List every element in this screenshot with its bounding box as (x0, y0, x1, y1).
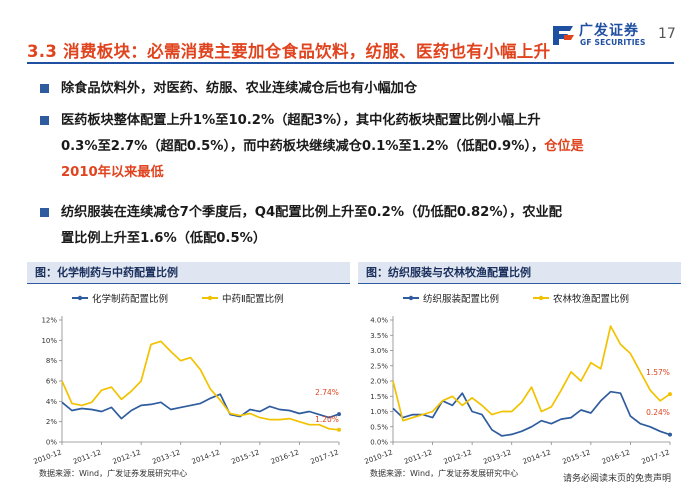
y-tick-label: 1.0% (370, 408, 388, 416)
logo-text: 广发证券 (579, 23, 639, 39)
x-tick-label: 2014-12 (522, 448, 552, 466)
bullet-text-line: 医药板块整体配置上升1%至10.2%（超配3%），其中化药板块配置比例小幅上升 (61, 113, 541, 128)
legend-label: 农林牧渔配置比例 (553, 293, 629, 305)
y-tick-label: 0.0% (370, 439, 388, 447)
x-tick-label: 2013-12 (482, 448, 512, 466)
bullet-food-beverage: 除食品饮料外，对医药、纺服、农业连续减仓后也有小幅加仓 (40, 76, 417, 102)
legend-marker (77, 295, 83, 301)
y-tick-label: 3.5% (370, 332, 388, 340)
y-tick-label: 10% (41, 337, 57, 345)
series-endpoint (668, 432, 672, 437)
y-tick-label: 6% (46, 378, 57, 386)
chart-caption: 图：纺织服装与农林牧渔配置比例 (358, 262, 681, 284)
bullet-marker (40, 84, 49, 93)
bullet-text-line: 0.3%至2.7%（超配0.5%），而中药板块继续减仓0.1%至1.2%（低配0… (61, 139, 584, 154)
x-tick-label: 2015-12 (230, 448, 260, 466)
legend-marker (538, 295, 544, 301)
legend-label: 中药Ⅱ配置比例 (222, 293, 284, 305)
data-source: 数据来源：Wind，广发证券发展研究中心 (370, 469, 519, 478)
series-line (392, 325, 671, 422)
x-tick-label: 2011-12 (72, 448, 102, 466)
series-endpoint (668, 392, 672, 397)
highlight-text: 仓位是 (544, 139, 584, 154)
x-tick-label: 2017-12 (640, 448, 670, 466)
series-endpoint (337, 412, 341, 417)
gf-logo-icon (553, 26, 574, 45)
bullet-textile-agri: 纺织服装在连续减仓7个季度后，Q4配置比例上升至0.2%（仍低配0.82%），农… (40, 200, 562, 252)
series-line (392, 390, 671, 437)
value-annotation: 1.20% (315, 415, 339, 424)
y-tick-label: 2.0% (370, 378, 388, 386)
bullet-pharma: 医药板块整体配置上升1%至10.2%（超配3%），其中化药板块配置比例小幅上升 … (40, 108, 584, 186)
x-tick-label: 2015-12 (561, 448, 591, 466)
y-tick-label: 4% (46, 398, 57, 406)
series-endpoint (337, 427, 341, 432)
y-tick-label: 0.5% (370, 423, 388, 431)
y-tick-label: 8% (46, 357, 57, 365)
chart-caption: 图：化学制药与中药配置比例 (27, 262, 350, 284)
x-tick-label: 2016-12 (270, 448, 300, 466)
logo-subtext: GF SECURITIES (580, 38, 646, 47)
bullet-marker (40, 116, 49, 125)
textile-line-chart: 纺织服装配置比例 农林牧渔配置比例 0.0% 0.5% 1.0% 1.5% 2.0% 2.5%… (363, 293, 672, 466)
data-source: 数据来源：Wind，广发证券发展研究中心 (39, 469, 188, 478)
value-annotation: 2.74% (315, 388, 339, 397)
y-tick-label: 3.0% (370, 347, 388, 355)
y-tick-label: 12% (41, 317, 57, 325)
x-tick-label: 2012-12 (443, 448, 473, 466)
x-tick-label: 2014-12 (191, 448, 221, 466)
x-tick-label: 2010-12 (32, 448, 62, 466)
x-tick-label: 2010-12 (363, 448, 393, 466)
legend-marker (207, 295, 213, 301)
x-tick-label: 2012-12 (112, 448, 142, 466)
chart-panel-textile: 图：纺织服装与农林牧渔配置比例 纺织服装配置比例 农林牧渔配置比例 0.0% 0.5%… (358, 262, 681, 482)
legend-label: 纺织服装配置比例 (423, 293, 499, 305)
x-tick-label: 2016-12 (601, 448, 631, 466)
bullet-text-line: 纺织服装在连续减仓7个季度后，Q4配置比例上升至0.2%（仍低配0.82%），农… (61, 205, 562, 220)
x-tick-label: 2011-12 (403, 448, 433, 466)
bullet-marker (40, 208, 49, 217)
x-tick-label: 2017-12 (309, 448, 339, 466)
header-divider (27, 62, 674, 64)
series-line (61, 340, 340, 431)
legend-marker (408, 295, 414, 301)
company-logo: 广发证券 GF SECURITIES (550, 20, 645, 52)
value-annotation: 0.24% (646, 408, 670, 417)
legend-label: 化学制药配置比例 (92, 293, 168, 305)
y-tick-label: 0% (46, 439, 57, 447)
bullet-text: 除食品饮料外，对医药、纺服、农业连续减仓后也有小幅加仓 (61, 81, 418, 96)
y-tick-label: 2.5% (370, 362, 388, 370)
y-tick-label: 2% (46, 418, 57, 426)
y-tick-label: 1.5% (370, 393, 388, 401)
bullet-text-line: 置比例上升至1.6%（低配0.5%） (61, 231, 267, 246)
value-annotation: 1.57% (646, 368, 670, 377)
page-title: 3.3 消费板块：必需消费主要加仓食品饮料，纺服、医药也有小幅上升 (27, 42, 551, 61)
x-tick-label: 2013-12 (151, 448, 181, 466)
chart-panel-pharma: 图：化学制药与中药配置比例 化学制药配置比例 中药Ⅱ配置比例 0% 2% 4% 6% 8% 1… (27, 262, 350, 482)
y-tick-label: 4.0% (370, 317, 388, 325)
pharma-line-chart: 化学制药配置比例 中药Ⅱ配置比例 0% 2% 4% 6% 8% 10% 12% 2010-12 20… (32, 293, 341, 466)
highlight-text: 2010年以来最低 (61, 165, 164, 180)
footer-disclaimer: 请务必阅读末页的免责声明 (563, 474, 672, 484)
series-line (61, 393, 340, 420)
page-number: 17 (658, 26, 676, 42)
